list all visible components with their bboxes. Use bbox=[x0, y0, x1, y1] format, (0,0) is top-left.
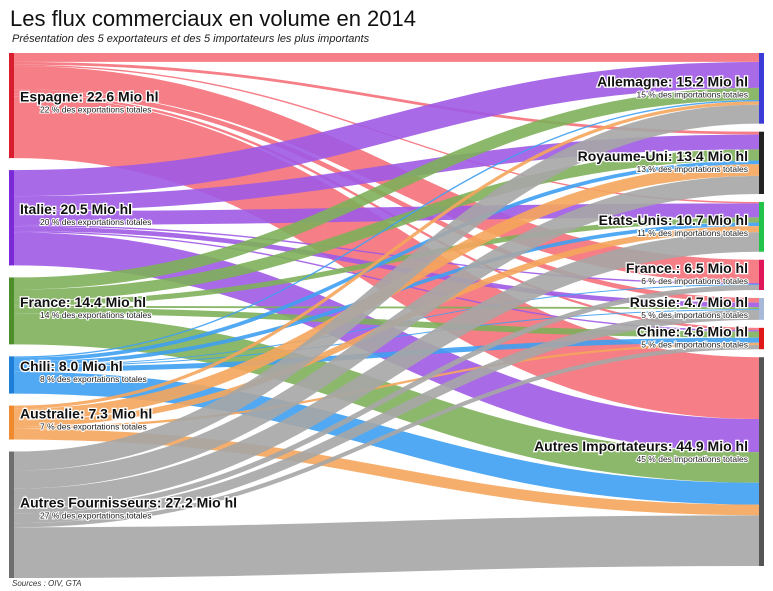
nodes-layer bbox=[9, 53, 764, 578]
exporter-label-france: France: 14.4 Mio hl bbox=[20, 294, 146, 310]
exporter-label-autres-fournisseurs: Autres Fournisseurs: 27.2 Mio hl bbox=[20, 495, 237, 511]
flow-chili-to-chine bbox=[13, 337, 760, 372]
exporter-label-chili: Chili: 8.0 Mio hl bbox=[20, 358, 123, 374]
importer-label-etats-unis: Etats-Unis: 10.7 Mio hl bbox=[599, 212, 748, 228]
importer-bar-royaume-uni bbox=[759, 131, 764, 194]
importer-label-royaume-uni: Royaume-Uni: 13.4 Mio hl bbox=[578, 148, 748, 164]
importer-share-chine: 5 % des importations totales bbox=[641, 340, 748, 350]
flow-autres-fournisseurs-to-russie bbox=[13, 310, 760, 524]
flow-autres-fournisseurs-to-autres-importateurs bbox=[13, 515, 760, 578]
exporter-bar-italie bbox=[9, 170, 14, 266]
flow-france-to-russie bbox=[13, 305, 760, 310]
flows-layer bbox=[13, 52, 760, 578]
exporter-bar-australie bbox=[9, 405, 14, 440]
importer-bar-autres-importateurs bbox=[759, 357, 764, 566]
importer-bar-france bbox=[759, 259, 764, 290]
importer-share-etats-unis: 11 % des importations totales bbox=[637, 228, 748, 238]
importer-bar-chine bbox=[759, 327, 764, 350]
exporter-bar-espagne bbox=[9, 53, 14, 159]
flow-autres-fournisseurs-to-france bbox=[13, 284, 760, 514]
importer-label-france: France.: 6.5 Mio hl bbox=[626, 260, 748, 276]
importer-label-allemagne: Allemagne: 15.2 Mio hl bbox=[597, 73, 748, 89]
exporter-bar-autres-fournisseurs bbox=[9, 451, 14, 578]
exporter-label-italie: Italie: 20.5 Mio hl bbox=[20, 201, 132, 217]
flow-autres-fournisseurs-to-etats-unis bbox=[13, 232, 760, 509]
flow-autres-fournisseurs-to-chine bbox=[13, 345, 760, 528]
exporter-bar-chili bbox=[9, 356, 14, 394]
exporter-share-espagne: 22 % des exportations totales bbox=[40, 105, 152, 115]
flow-espagne-to-russie bbox=[13, 89, 760, 303]
importer-label-russie: Russie: 4.7 Mio hl bbox=[630, 294, 748, 310]
importer-share-autres-importateurs: 45 % des importations totales bbox=[636, 454, 748, 464]
importer-bar-etats-unis bbox=[759, 201, 764, 252]
flow-italie-to-royaume-uni bbox=[13, 134, 760, 212]
flow-autres-fournisseurs-to-allemagne bbox=[13, 104, 760, 471]
exporter-label-espagne: Espagne: 22.6 Mio hl bbox=[20, 89, 158, 105]
exporter-share-chili: 8 % des exportations totales bbox=[40, 374, 147, 384]
importer-label-chine: Chine: 4.6 Mio hl bbox=[637, 324, 748, 340]
importer-bar-allemagne bbox=[759, 53, 764, 124]
importer-share-royaume-uni: 13 % des importations totales bbox=[636, 164, 748, 174]
flow-autres-fournisseurs-to-royaume-uni bbox=[13, 175, 760, 489]
chart-title: Les flux commerciaux en volume en 2014 bbox=[10, 6, 416, 31]
exporter-share-autres-fournisseurs: 27 % des exportations totales bbox=[40, 511, 152, 521]
flow-espagne-to-autres-importateurs bbox=[13, 96, 760, 420]
flow-france-to-royaume-uni bbox=[13, 149, 760, 301]
importer-share-france: 6 % des importations totales bbox=[641, 276, 748, 286]
chart-subtitle: Présentation des 5 exportateurs et des 5… bbox=[12, 33, 370, 45]
flow-chili-to-allemagne bbox=[13, 99, 760, 358]
exporter-share-france: 14 % des exportations totales bbox=[40, 310, 152, 320]
source-note: Sources : OIV, GTA bbox=[12, 579, 82, 588]
exporter-bar-france bbox=[9, 277, 14, 345]
flow-australie-to-chine bbox=[13, 342, 760, 429]
exporter-share-australie: 7 % des exportations totales bbox=[40, 422, 147, 432]
importer-label-autres-importateurs: Autres Importateurs: 44.9 Mio hl bbox=[534, 438, 748, 454]
importer-share-allemagne: 15 % des importations totales bbox=[636, 89, 748, 99]
flow-chili-to-royaume-uni bbox=[13, 160, 760, 362]
importer-share-russie: 5 % des importations totales bbox=[641, 310, 748, 320]
importer-bar-russie bbox=[759, 297, 764, 320]
flow-italie-to-allemagne bbox=[13, 61, 760, 197]
flow-australie-to-allemagne bbox=[13, 101, 760, 409]
exporter-label-australie: Australie: 7.3 Mio hl bbox=[20, 406, 152, 422]
flow-france-to-allemagne bbox=[13, 87, 760, 290]
exporter-share-italie: 20 % des exportations totales bbox=[40, 217, 152, 227]
